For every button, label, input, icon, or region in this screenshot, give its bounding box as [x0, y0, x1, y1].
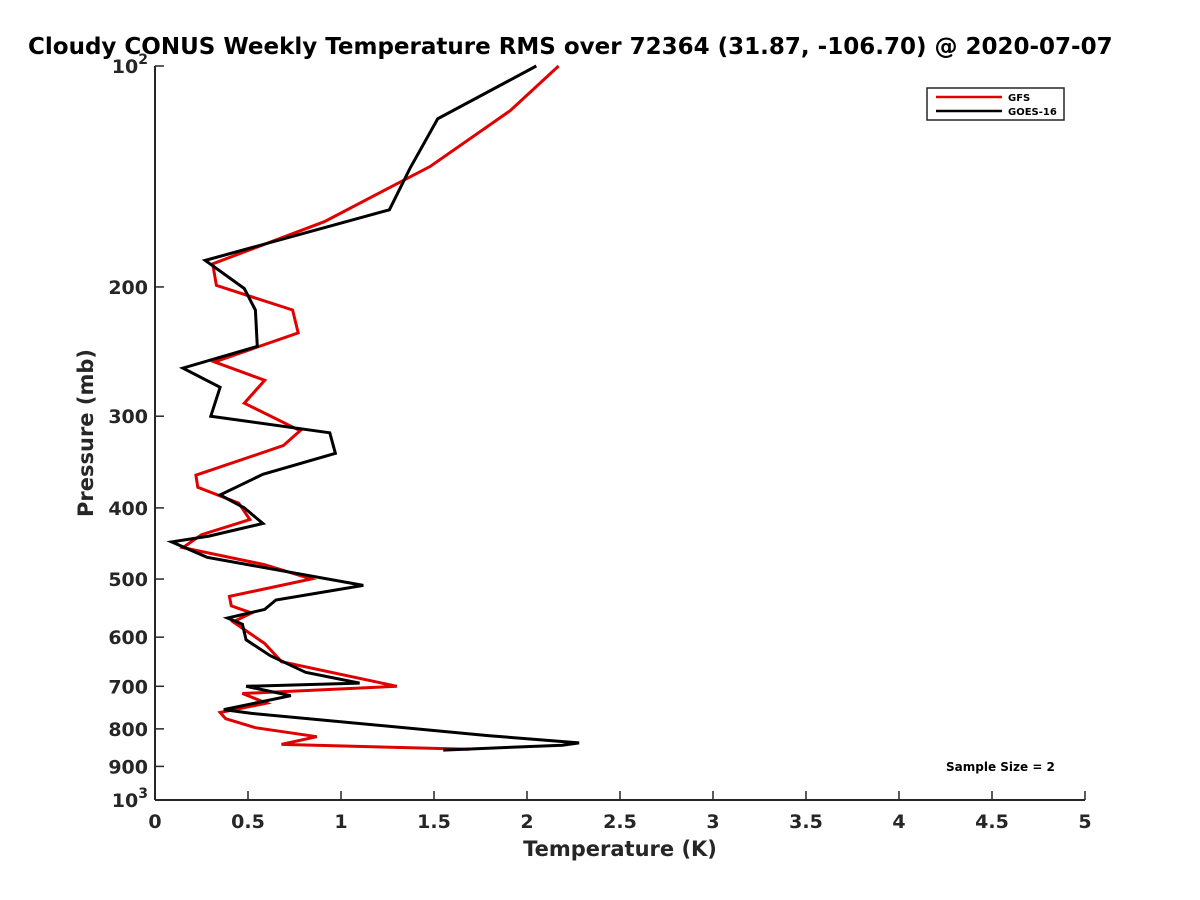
y-axis-label: Pressure (mb) — [74, 349, 98, 517]
x-tick-label: 5 — [1078, 811, 1091, 833]
x-axis-label: Temperature (K) — [523, 837, 717, 861]
x-tick-label: 0.5 — [231, 811, 265, 833]
x-tick-label: 1.5 — [417, 811, 451, 833]
x-tick-label: 1 — [334, 811, 347, 833]
legend-label-gfs: GFS — [1008, 93, 1030, 104]
series-layer — [166, 64, 580, 752]
x-tick-label: 4.5 — [975, 811, 1009, 833]
legend: GFS GOES-16 — [926, 87, 1065, 121]
series-line-gfs — [179, 64, 560, 751]
y-tick-label: 500 — [108, 569, 148, 591]
x-tick-label: 0 — [148, 811, 161, 833]
legend-box — [926, 87, 1065, 121]
x-ticks: 0 0.5 1 1.5 2 2.5 3 3.5 4 4.5 5 — [148, 791, 1092, 833]
y-tick-label: 300 — [108, 406, 148, 428]
y-tick-label: 900 — [108, 756, 148, 778]
x-tick-label: 3.5 — [789, 811, 823, 833]
y-tick-label: 103 — [112, 786, 148, 812]
legend-label-goes16: GOES-16 — [1008, 107, 1057, 118]
x-tick-label: 2.5 — [603, 811, 637, 833]
x-tick-label: 4 — [892, 811, 905, 833]
y-tick-label: 102 — [112, 52, 148, 78]
y-tick-label: 200 — [108, 277, 148, 299]
x-tick-label: 3 — [706, 811, 719, 833]
y-tick-label: 700 — [108, 676, 148, 698]
y-ticks: 102 200 300 400 500 600 700 800 900 103 — [108, 52, 164, 812]
series-line-goes16 — [166, 64, 580, 752]
chart-title: Cloudy CONUS Weekly Temperature RMS over… — [28, 34, 1113, 60]
y-tick-label: 400 — [108, 498, 148, 520]
x-tick-label: 2 — [520, 811, 533, 833]
y-tick-label: 600 — [108, 627, 148, 649]
sample-size-annotation: Sample Size = 2 — [946, 760, 1055, 774]
y-tick-label: 800 — [108, 719, 148, 741]
